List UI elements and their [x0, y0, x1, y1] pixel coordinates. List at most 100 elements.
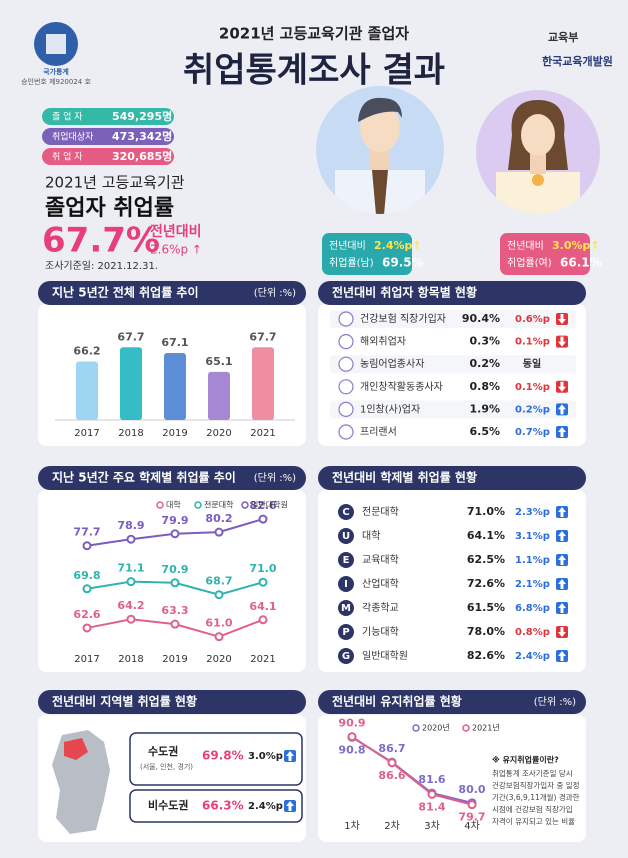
school-change: 1.1%p — [515, 555, 550, 566]
school-letter: G — [342, 651, 350, 662]
legend-label: 전문대학 — [204, 500, 234, 510]
x-tick-label: 2018 — [118, 654, 143, 665]
school-letter: C — [342, 507, 349, 518]
row-icon — [338, 356, 354, 372]
school-change: 3.1%p — [515, 531, 550, 542]
school-change: 6.8%p — [515, 603, 550, 614]
headline-change: 2.6%p ↑ — [150, 243, 202, 257]
summary-value: 320,685명 — [112, 149, 172, 163]
x-tick-label: 2017 — [74, 428, 99, 439]
row-bg — [330, 332, 576, 351]
x-tick-label: 2020 — [206, 428, 231, 439]
data-label: 71.1 — [117, 562, 144, 575]
data-label: 90.9 — [338, 717, 365, 730]
x-tick-label: 2019 — [162, 654, 187, 665]
section-title: 지난 5년간 전체 취업률 추이 — [52, 285, 199, 300]
summary-pill — [42, 108, 174, 125]
summary-label: 졸 업 자 — [52, 112, 83, 123]
section-header — [318, 466, 586, 490]
data-label: 77.7 — [73, 526, 100, 539]
school-rate: 82.6% — [467, 649, 505, 662]
data-label: 80.2 — [205, 512, 232, 525]
bar — [164, 352, 186, 420]
legend-label: 일반대학원 — [251, 500, 288, 510]
data-label: 71.0 — [249, 562, 276, 575]
data-label: 70.9 — [161, 563, 188, 576]
data-label: 69.8 — [73, 569, 100, 582]
card — [318, 715, 586, 842]
item-rate: 1.9% — [469, 402, 500, 415]
data-label: 86.6 — [378, 769, 405, 782]
point — [467, 800, 477, 810]
section-title: 전년대비 지역별 취업률 현황 — [52, 694, 197, 709]
school-badge — [338, 576, 354, 592]
region-label: 비수도권 — [148, 798, 188, 812]
legend-marker — [194, 501, 202, 509]
gender-change-label: 전년대비 — [329, 240, 366, 252]
school-rate: 78.0% — [467, 625, 505, 638]
item-rate: 0.3% — [469, 335, 500, 348]
gender-change: 2.4%p↑ — [374, 239, 422, 252]
point — [126, 577, 136, 587]
bar — [252, 347, 274, 420]
gender-badge — [500, 233, 590, 275]
section-title: 지난 5년간 주요 학제별 취업률 추이 — [52, 470, 236, 485]
item-rate: 90.4% — [462, 312, 500, 325]
legend-marker — [241, 501, 249, 509]
x-tick-label: 2019 — [162, 428, 187, 439]
point — [170, 578, 180, 588]
school-label: 산업대학 — [362, 577, 399, 590]
item-change: 0.6%p — [515, 314, 550, 325]
trend-arrow — [558, 381, 566, 392]
section-title: 전년대비 학제별 취업률 현황 — [332, 470, 477, 485]
row-icon — [338, 401, 354, 417]
section-header — [318, 281, 586, 305]
data-label: 63.3 — [161, 604, 188, 617]
summary-pill — [42, 128, 174, 145]
trend-arrow — [286, 801, 294, 811]
school-rate: 64.1% — [467, 529, 505, 542]
trend-arrow — [558, 336, 566, 347]
card — [318, 490, 586, 672]
school-letter: E — [343, 555, 350, 566]
school-label: 일반대학원 — [362, 650, 408, 662]
institute: 한국교육개발원 — [542, 54, 613, 68]
item-label: 프리랜서 — [360, 426, 397, 438]
school-label: 각종학교 — [362, 602, 399, 614]
row-icon — [338, 311, 354, 327]
gender-rate: 66.1% — [560, 256, 602, 270]
section-header — [318, 690, 586, 714]
legend-marker — [412, 724, 420, 732]
bar — [76, 361, 98, 420]
row-bg — [330, 423, 576, 441]
legend-label: 2020년 — [422, 723, 450, 733]
school-rate: 62.5% — [467, 553, 505, 566]
note-line: 취업통계 조사기준일 당시 — [492, 768, 573, 778]
item-change: 0.7%p — [515, 427, 550, 438]
legend-label: 대학 — [166, 500, 181, 510]
region-change: 3.0%p — [248, 751, 283, 762]
point — [170, 619, 180, 629]
x-tick-label: 2020 — [206, 654, 231, 665]
point — [214, 632, 224, 642]
point — [387, 758, 397, 768]
data-label: 68.7 — [205, 575, 232, 588]
point — [347, 732, 357, 742]
x-tick-label: 3차 — [424, 820, 440, 832]
trend-arrow — [286, 751, 294, 761]
school-badge — [338, 528, 354, 544]
capital-region — [64, 738, 88, 760]
trend-arrow — [558, 427, 566, 437]
unit-label: (단위 :%) — [534, 695, 576, 708]
summary-label: 취업대상자 — [52, 132, 94, 143]
note-line: 시점에 건강보험 직장가입 — [492, 804, 573, 814]
point — [214, 590, 224, 600]
agency-mark: 국가통계 — [43, 67, 69, 76]
section-header — [38, 466, 306, 490]
gender-change-label: 전년대비 — [507, 240, 544, 252]
point — [82, 584, 92, 594]
row-bg — [330, 400, 576, 419]
headline-change-label: 전년대비 — [150, 223, 202, 240]
